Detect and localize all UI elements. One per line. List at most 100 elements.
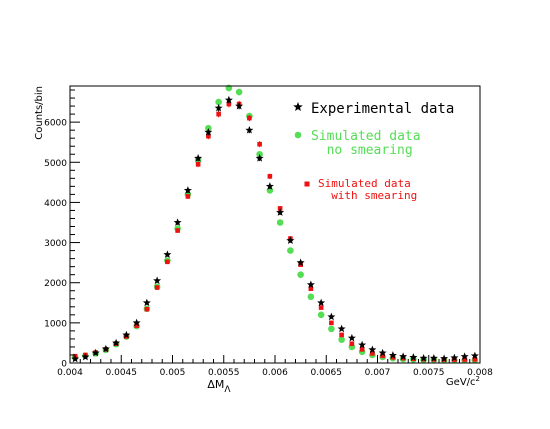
legend-label: Simulated data [318,177,411,190]
data-point-experimental [296,258,305,267]
data-point-experimental [81,352,90,361]
x-tick-label: 0.007 [365,368,391,378]
x-unit-superscript: 2 [476,375,480,383]
data-point-sim-with-smearing [267,174,273,179]
data-point-sim-no-smearing [235,88,243,96]
data-point-experimental [71,354,80,363]
data-point-sim-no-smearing [338,336,345,344]
data-point-sim-with-smearing [247,115,252,121]
y-tick-label: 4000 [44,199,67,209]
y-tick-label: 6000 [44,119,67,129]
data-point-experimental [460,352,469,360]
marks-layer [71,84,479,364]
data-point-sim-no-smearing [328,325,335,333]
data-point-experimental [399,352,408,360]
legend-label-line2: with smearing [331,189,417,202]
data-point-experimental [163,250,172,259]
data-point-experimental [347,333,356,342]
data-point-experimental [112,338,121,347]
x-axis-label-main: ΔM [207,378,224,391]
data-point-sim-with-smearing [195,161,201,167]
series-experimental [71,95,479,363]
y-tick-label: 5000 [44,159,67,169]
data-point-sim-with-smearing [390,355,396,360]
data-point-experimental [101,344,110,353]
data-point-sim-with-smearing [359,347,365,352]
data-point-sim-no-smearing [215,98,222,106]
x-tick-label: 0.0065 [311,368,343,378]
x-tick-label: 0.008 [467,368,493,378]
y-tick-label: 0 [61,360,67,370]
data-point-sim-with-smearing [154,285,160,290]
data-point-sim-with-smearing [165,259,170,265]
legend-marker-circle [294,131,302,139]
data-point-experimental [419,353,428,362]
data-point-sim-with-smearing [206,133,211,139]
data-point-experimental [378,348,387,357]
data-point-sim-with-smearing [308,286,314,292]
data-point-experimental [224,95,233,104]
data-point-experimental [153,276,162,285]
data-point-sim-with-smearing [318,305,324,310]
data-point-experimental [440,354,449,362]
y-tick-label: 2000 [44,279,67,289]
data-point-experimental [317,298,326,307]
data-point-sim-with-smearing [185,194,191,199]
x-tick-label: 0.006 [262,368,288,378]
data-point-sim-no-smearing [307,293,315,301]
data-point-sim-with-smearing [380,353,385,359]
data-point-sim-with-smearing [339,332,344,338]
data-point-experimental [204,127,213,136]
data-point-experimental [306,280,315,289]
data-point-sim-with-smearing [349,341,355,347]
data-point-experimental [91,348,100,357]
data-point-sim-with-smearing [144,306,150,312]
data-point-experimental [194,154,203,162]
data-point-experimental [429,353,438,362]
data-point-experimental [122,330,131,339]
data-point-experimental [337,324,346,333]
legend-label: Simulated data [311,129,421,144]
data-point-experimental [132,318,141,327]
data-point-experimental [235,101,244,110]
y-tick-label: 3000 [44,239,67,249]
x-unit-main: GeV/c [446,377,476,388]
data-point-experimental [265,182,274,190]
data-point-experimental [470,351,479,360]
legend-label-line2: no smearing [327,143,413,158]
data-point-experimental [173,218,182,226]
legend-entry: Experimental data [293,101,454,117]
x-axis-label-subscript: Λ [224,385,231,395]
x-axis-unit-label: GeV/c2 [446,375,480,388]
x-tick-label: 0.005 [160,368,186,378]
data-point-sim-with-smearing [175,228,180,233]
data-point-sim-with-smearing [329,320,334,326]
data-point-experimental [368,345,377,354]
data-point-experimental [286,236,295,244]
data-point-sim-with-smearing [216,111,221,117]
data-point-sim-no-smearing [276,219,284,226]
legend-marker-star [293,102,303,112]
data-point-experimental [450,353,459,362]
legend-marker-square [304,181,310,187]
data-point-experimental [358,340,367,349]
data-point-experimental [276,208,285,216]
axes-layer: 0.004 0.0045 0.005 0.0055 0.006 0.0065 0.007 0.… [44,89,493,378]
data-point-sim-with-smearing [226,101,232,107]
data-point-sim-no-smearing [297,271,304,278]
x-tick-label: 0.0075 [413,368,445,378]
data-point-sim-no-smearing [317,311,325,319]
data-point-sim-with-smearing [134,323,139,328]
x-tick-label: 0.0055 [208,368,240,378]
data-point-sim-with-smearing [370,351,375,356]
data-point-experimental [245,125,254,134]
data-point-sim-with-smearing [472,357,478,362]
data-point-sim-no-smearing [287,247,294,254]
data-point-experimental [183,186,192,194]
